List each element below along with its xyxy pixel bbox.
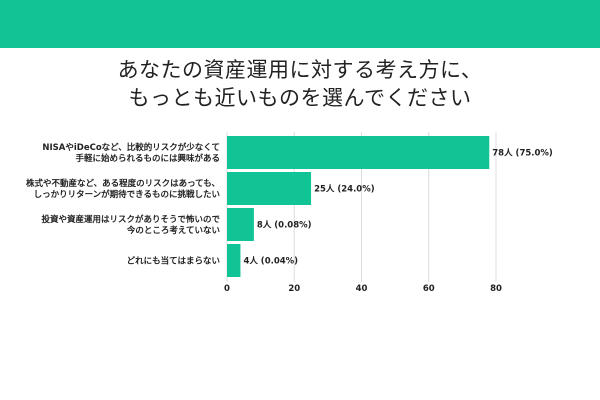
bar-data-label: 78人 (75.0%) bbox=[492, 148, 553, 159]
bar bbox=[227, 172, 312, 205]
x-tick-label: 40 bbox=[356, 284, 368, 294]
labels: 0 20 40 60 80 78人 (75.0%) NISAやiDeCoなど、比較的リスクが… bbox=[26, 142, 553, 294]
category-label: 株式や不動産など、ある程度のリスクはあっても、しっかりリターンが期待できるものに… bbox=[26, 178, 220, 200]
x-tick-label: 80 bbox=[490, 284, 502, 294]
bars bbox=[227, 136, 490, 277]
category-label-line: NISAやiDeCoなど、比較的リスクが少なくて bbox=[42, 142, 220, 153]
category-label: NISAやiDeCoなど、比較的リスクが少なくて手軽に始められるものには興味があ… bbox=[42, 142, 220, 164]
category-label-line: どれにも当てはまらない bbox=[127, 256, 220, 267]
bar-data-label: 25人 (24.0%) bbox=[314, 184, 375, 195]
category-label: どれにも当てはまらない bbox=[127, 256, 220, 267]
x-tick-label: 20 bbox=[288, 284, 300, 294]
bar-data-label: 8人 (0.08%) bbox=[257, 220, 312, 231]
chart-title: あなたの資産運用に対する考え方に、 もっとも近いものを選んでください bbox=[0, 56, 600, 112]
bar bbox=[227, 244, 241, 277]
chart-title-line-1: あなたの資産運用に対する考え方に、 bbox=[117, 58, 483, 82]
chart-title-line-2: もっとも近いものを選んでください bbox=[128, 86, 472, 110]
category-label-line: 今のところ考えていない bbox=[126, 225, 220, 236]
category-label-line: 投資や資産運用はリスクがありそうで怖いので bbox=[41, 214, 220, 225]
category-label: 投資や資産運用はリスクがありそうで怖いので今のところ考えていない bbox=[41, 214, 220, 236]
header-band bbox=[0, 0, 600, 48]
category-label-line: 手軽に始められるものには興味がある bbox=[75, 153, 220, 164]
x-tick-label: 60 bbox=[423, 284, 435, 294]
category-label-line: 株式や不動産など、ある程度のリスクはあっても、 bbox=[26, 178, 220, 189]
x-tick-label: 0 bbox=[224, 284, 230, 294]
bar-data-label: 4人 (0.04%) bbox=[243, 256, 298, 267]
bar bbox=[227, 136, 490, 169]
category-label-line: しっかりリターンが期待できるものに挑戦したい bbox=[34, 189, 220, 200]
bar bbox=[227, 208, 254, 241]
